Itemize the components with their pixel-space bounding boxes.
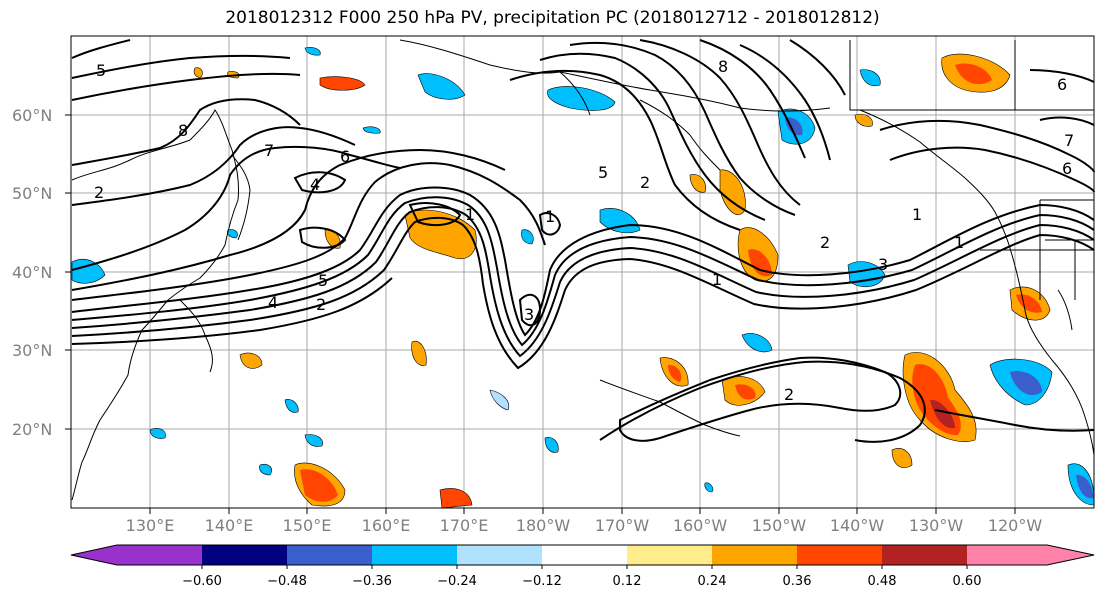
colorbar-tick-label: −0.48: [267, 574, 307, 589]
contour-label: 4: [310, 175, 320, 194]
contour-label: 6: [1057, 75, 1067, 94]
longitude-labels: 130°E 140°E 150°E 160°E 170°E 180°W 170°…: [126, 516, 1043, 535]
lon-label: 160°W: [673, 516, 728, 535]
colorbar-tick-label: −0.12: [522, 574, 562, 589]
contour-label: 5: [318, 271, 328, 290]
latitude-labels: 60°N 50°N 40°N 30°N 20°N: [12, 106, 52, 439]
lon-label: 170°W: [595, 516, 650, 535]
colorbar-swatch: [712, 545, 797, 565]
contour-label: 2: [94, 183, 104, 202]
lon-label: 150°W: [752, 516, 807, 535]
colorbar-swatch: [627, 545, 712, 565]
contour-label: 1: [712, 270, 722, 289]
colorbar-swatch: [71, 545, 117, 565]
colorbar-swatch: [202, 545, 287, 565]
contour-label: 5: [96, 61, 106, 80]
lat-label: 40°N: [12, 263, 52, 282]
pv-contours: [71, 39, 1095, 443]
lat-label: 30°N: [12, 341, 52, 360]
colorbar-tick-label: 0.36: [783, 574, 812, 589]
lat-label: 60°N: [12, 106, 52, 125]
lon-label: 130°W: [909, 516, 964, 535]
colorbar-tick-label: −0.36: [352, 574, 392, 589]
precip-positive-shading: [193, 53, 1051, 509]
contour-label: 1: [545, 207, 555, 226]
colorbar-swatch: [882, 545, 967, 565]
graticule: [71, 36, 1094, 508]
contour-labels: 5 8 7 6 4 1 2 5 4 2 3 5 1 2 8 2 6 1 3 1 …: [94, 57, 1074, 404]
colorbar-swatch: [372, 545, 457, 565]
lat-label: 50°N: [12, 184, 52, 203]
axis-ticks: [65, 114, 1016, 514]
lon-label: 150°E: [283, 516, 332, 535]
lon-label: 140°W: [830, 516, 885, 535]
contour-label: 2: [820, 233, 830, 252]
colorbar-tick-label: −0.24: [437, 574, 477, 589]
contour-label: 7: [1064, 131, 1074, 150]
colorbar-swatch: [1047, 545, 1094, 565]
contour-label: 5: [598, 163, 608, 182]
colorbar-outline: [70, 544, 1095, 566]
lon-label: 180°W: [516, 516, 571, 535]
colorbar-tick-label: −0.60: [182, 574, 222, 589]
contour-label: 1: [954, 233, 964, 252]
colorbar-swatch: [542, 545, 627, 565]
colorbar-tick-label: 0.24: [698, 574, 727, 589]
contour-label: 6: [340, 147, 350, 166]
contour-label: 3: [878, 255, 888, 274]
colorbar-swatch: [117, 545, 202, 565]
contour-label: 4: [268, 293, 278, 312]
colorbar-swatch: [797, 545, 882, 565]
colorbar-swatch: [967, 545, 1047, 565]
precip-negative-shading: [71, 47, 1095, 506]
colorbar-swatch: [287, 545, 372, 565]
contour-label: 8: [178, 121, 188, 140]
lon-label: 140°E: [205, 516, 254, 535]
chart-title: 2018012312 F000 250 hPa PV, precipitatio…: [225, 8, 880, 28]
colorbar: −0.60 −0.48 −0.36 −0.24 −0.12 0.12 0.24 …: [70, 544, 1095, 589]
contour-label: 3: [524, 305, 534, 324]
colorbar-swatch: [457, 545, 542, 565]
contour-label: 1: [912, 205, 922, 224]
contour-label: 6: [1062, 159, 1072, 178]
lon-label: 170°E: [440, 516, 489, 535]
contour-label: 8: [718, 57, 728, 76]
lon-label: 160°E: [362, 516, 411, 535]
contour-label: 2: [784, 385, 794, 404]
colorbar-tick-label: 0.48: [868, 574, 897, 589]
contour-label: 2: [316, 295, 326, 314]
colorbar-tick-label: 0.60: [953, 574, 982, 589]
lat-label: 20°N: [12, 420, 52, 439]
contour-label: 1: [465, 205, 475, 224]
contour-label: 2: [640, 173, 650, 192]
lon-label: 130°E: [126, 516, 175, 535]
lon-label: 120°W: [988, 516, 1043, 535]
colorbar-tick-label: 0.12: [613, 574, 642, 589]
contour-label: 7: [264, 141, 274, 160]
